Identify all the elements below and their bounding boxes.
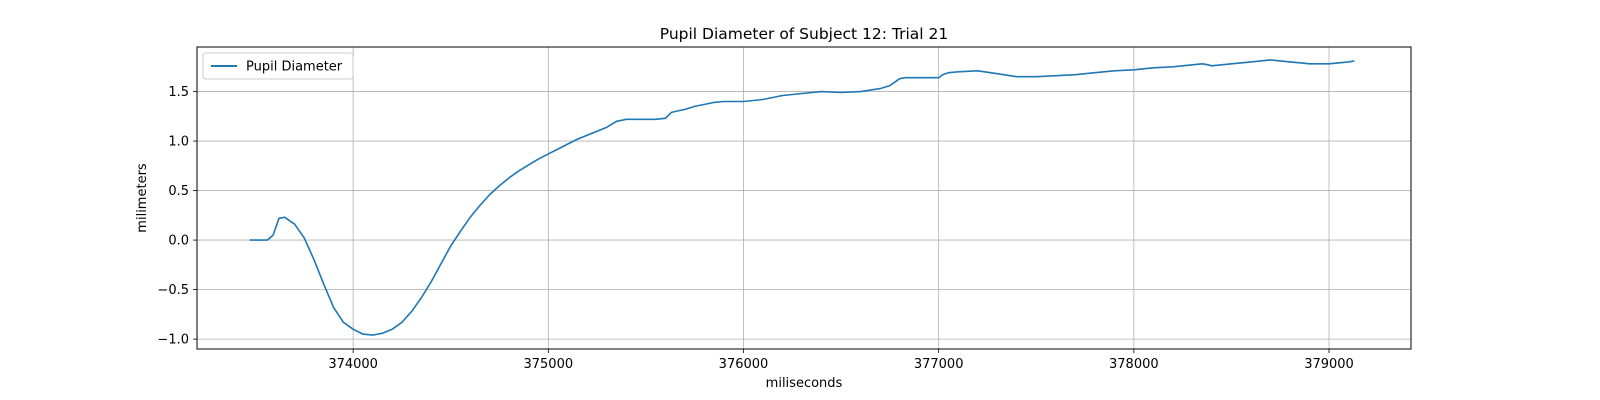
x-axis-label: miliseconds: [766, 376, 843, 391]
y-axis-label: milimeters: [135, 163, 150, 233]
y-tick-label: −0.5: [157, 283, 189, 298]
x-tick-label: 377000: [914, 357, 964, 372]
x-tick-label: 379000: [1304, 357, 1354, 372]
legend-box: [202, 52, 354, 80]
plot-frame: [196, 46, 1412, 350]
ticks: 374000 375000 376000 377000 378000 379000 −1.0…: [157, 85, 1353, 372]
y-tick-label: 1.5: [168, 85, 189, 100]
x-tick-label: 374000: [328, 357, 378, 372]
y-tick-label: 1.0: [168, 135, 189, 150]
legend-label: Pupil Diameter: [246, 60, 343, 75]
y-tick-label: 0.5: [168, 184, 189, 199]
x-tick-label: 375000: [523, 357, 573, 372]
series-line-pupil-diameter: [249, 59, 1355, 336]
y-tick-label: −1.0: [157, 333, 189, 348]
chart-title: Pupil Diameter of Subject 12: Trial 21: [660, 25, 949, 43]
y-tick-label: 0.0: [168, 234, 189, 249]
x-tick-label: 378000: [1109, 357, 1159, 372]
x-tick-label: 376000: [719, 357, 769, 372]
grid: [197, 47, 1411, 349]
line-layer: [249, 59, 1355, 336]
legend: Pupil Diameter: [202, 52, 354, 80]
